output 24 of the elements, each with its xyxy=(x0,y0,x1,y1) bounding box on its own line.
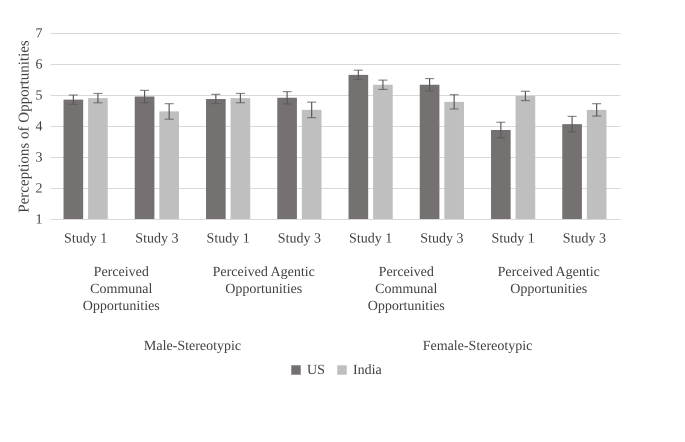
y-axis-title: Perceptions of Opportunities xyxy=(16,40,32,213)
y-tick-label: 3 xyxy=(36,150,42,166)
y-tick-label: 5 xyxy=(36,88,42,104)
x-tick-label: Study 3 xyxy=(562,232,606,246)
y-tick-label: 2 xyxy=(36,182,42,196)
x-tick-label: Study 3 xyxy=(278,232,321,246)
x-tick-label: Study 3 xyxy=(420,232,464,246)
x-tick-label: Study 1 xyxy=(492,232,535,246)
y-tick-label: 1 xyxy=(36,212,42,228)
legend-label: US xyxy=(307,363,325,378)
text: Perceived Agentic Opportunities xyxy=(212,265,315,297)
x-tick-label: Study 1 xyxy=(206,232,250,246)
text: Perceived Communal Opportunities xyxy=(82,265,160,314)
y-tick-label: 7 xyxy=(36,26,42,42)
x-tick-label: Study 3 xyxy=(135,232,178,246)
x-tick-label: Study 1 xyxy=(349,232,392,246)
text: Perceived Communal Opportunities xyxy=(368,265,445,314)
y-tick-label: 4 xyxy=(36,120,42,134)
y-tick-label: 6 xyxy=(36,58,42,72)
text: Male-Stereotypic xyxy=(144,339,242,354)
legend-label: India xyxy=(353,363,383,378)
text: Perceived Agentic Opportunities xyxy=(498,265,600,297)
x-tick-label: Study 1 xyxy=(64,232,108,246)
text: Female-Stereotypic xyxy=(422,339,532,354)
